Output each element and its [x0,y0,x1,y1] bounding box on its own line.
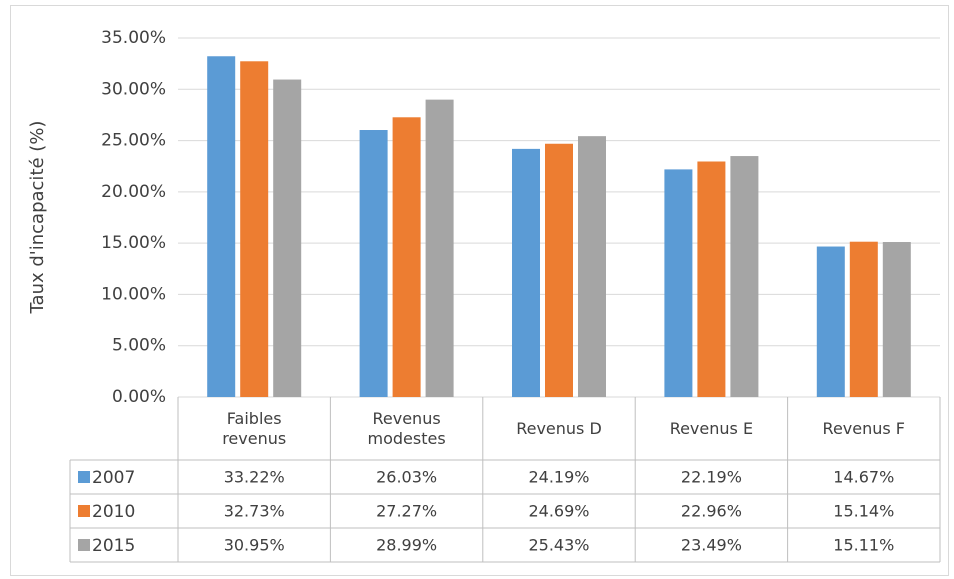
legend-key [78,471,90,483]
legend-key [78,505,90,517]
bar [207,56,236,397]
category-label: Revenus modestes [367,408,446,448]
table-cell: 22.96% [681,502,742,521]
bar [849,241,878,397]
table-cell: 24.19% [528,468,589,487]
bar [545,143,573,397]
y-tick-label: 25.00% [101,131,166,151]
table-cell: 15.14% [833,502,894,521]
table-cell: 32.73% [224,502,285,521]
legend-label: 2010 [92,502,135,522]
table-cell: 33.22% [224,468,285,487]
bar [359,130,388,397]
category-label: Revenus D [516,418,602,438]
y-tick-label: 35.00% [101,28,166,48]
table-cell: 27.27% [376,502,437,521]
bar [882,242,911,397]
bar [392,117,421,397]
y-tick-label: 20.00% [101,182,166,202]
table-cell: 23.49% [681,536,742,555]
y-axis-title: Taux d'incapacité (%) [27,121,48,315]
category-label: Revenus E [669,418,754,438]
table-cell: 28.99% [376,536,437,555]
table-cell: 26.03% [376,468,437,487]
bar [273,79,302,397]
table-cell: 24.69% [528,502,589,521]
table-cell: 15.11% [833,536,894,555]
y-tick-label: 15.00% [101,233,166,253]
category-label: Faibles revenus [222,408,287,448]
table-cell: 14.67% [833,468,894,487]
y-tick-label: 10.00% [101,284,166,304]
bar [730,156,759,397]
legend-key [78,539,90,551]
bar [578,136,606,397]
bar [816,246,845,397]
bar [512,148,540,397]
chart-border [10,5,949,576]
bar [697,161,726,397]
y-tick-label: 0.00% [112,387,166,407]
legend-label: 2007 [92,468,135,488]
table-cell: 22.19% [681,468,742,487]
table-cell: 25.43% [528,536,589,555]
category-label: Revenus F [822,418,906,438]
legend-label: 2015 [92,536,135,556]
bar [240,61,269,397]
bar [425,99,454,397]
bar [664,169,693,397]
y-tick-label: 5.00% [112,336,166,356]
y-tick-label: 30.00% [101,79,166,99]
table-cell: 30.95% [224,536,285,555]
